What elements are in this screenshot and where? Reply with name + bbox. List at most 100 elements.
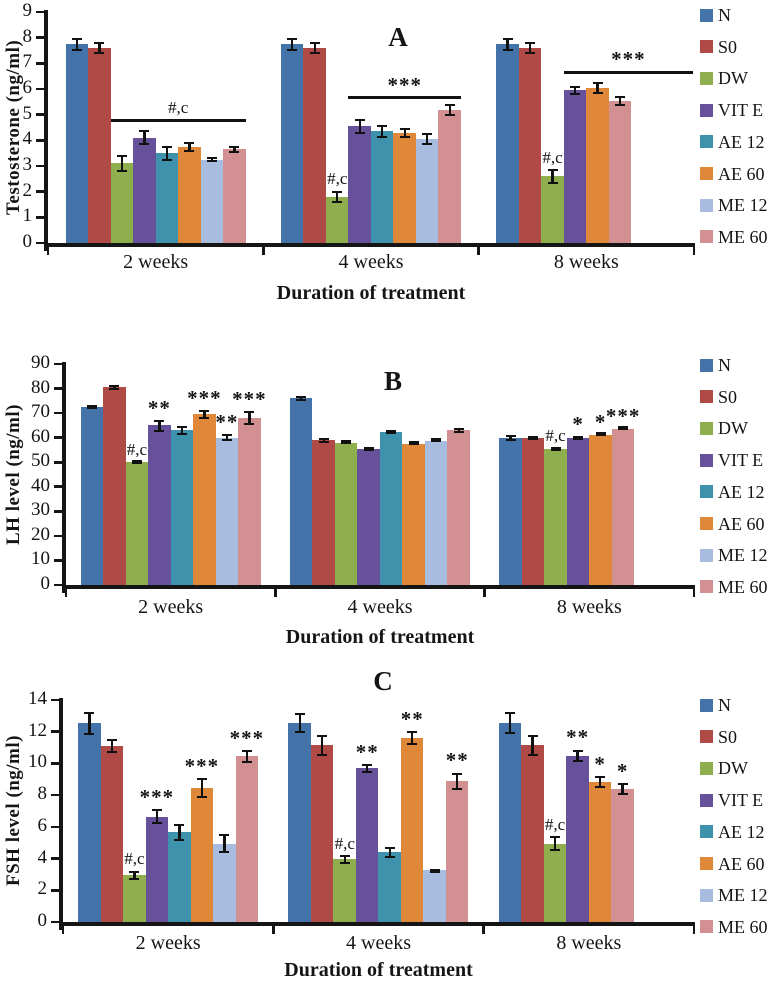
legend: N S0 DW VIT E AE 12 AE 60 ME 12 ME 60 bbox=[700, 696, 778, 936]
significance-mark: #,c bbox=[126, 439, 148, 459]
x-category-label: 8 weeks bbox=[556, 932, 622, 954]
significance-mark: ** bbox=[215, 410, 239, 435]
bar-slot-AE-60: * bbox=[589, 364, 612, 585]
error-bar bbox=[94, 41, 105, 55]
legend-swatch-VIT-E bbox=[700, 103, 713, 117]
legend-label: S0 bbox=[718, 386, 738, 407]
error-bar bbox=[244, 411, 255, 426]
bar-group-8-weeks: #,c *** bbox=[479, 12, 694, 243]
bar-slot-VIT-E bbox=[357, 364, 380, 585]
error-bar bbox=[431, 438, 442, 443]
bar-ME-12 bbox=[213, 843, 236, 922]
bar-DW bbox=[110, 163, 134, 243]
legend-label: AE 60 bbox=[718, 513, 765, 534]
x-category-label: 8 weeks bbox=[556, 596, 622, 618]
significance-mark: #,c bbox=[542, 147, 563, 167]
bar-slot-DW: #,c bbox=[544, 364, 567, 585]
bar-slot-ME-60 bbox=[447, 364, 470, 585]
error-bar bbox=[617, 782, 628, 796]
error-bar bbox=[184, 142, 195, 152]
y-axis-tick bbox=[36, 241, 45, 245]
bar-slot-S0 bbox=[103, 364, 126, 585]
bar-VIT-E bbox=[355, 768, 379, 922]
legend-item: DW bbox=[700, 759, 778, 777]
bar-ME-60 bbox=[235, 756, 259, 922]
bar-DW bbox=[541, 176, 564, 243]
error-bar bbox=[341, 439, 352, 444]
legend-item: S0 bbox=[700, 38, 778, 56]
legend-swatch-DW bbox=[700, 761, 713, 775]
legend-swatch-DW bbox=[700, 421, 713, 435]
error-bar bbox=[71, 38, 82, 51]
y-axis-tick bbox=[36, 190, 45, 193]
x-axis-tick bbox=[482, 925, 485, 934]
x-category-label: 2 weeks bbox=[135, 932, 201, 954]
x-axis-tick bbox=[272, 925, 275, 934]
bar-slot-ME-12 bbox=[424, 364, 448, 585]
legend-item: AE 12 bbox=[700, 483, 778, 501]
y-axis-tick bbox=[51, 793, 60, 797]
legend-label: AE 12 bbox=[718, 821, 765, 842]
legend-item: VIT E bbox=[700, 451, 778, 469]
y-axis-tick bbox=[36, 216, 45, 219]
panel-letter: C bbox=[373, 666, 393, 696]
y-axis-tick-label: 50 bbox=[31, 450, 50, 472]
y-axis-tick-label: 6 bbox=[22, 77, 33, 98]
y-axis-tick bbox=[54, 436, 63, 439]
error-bar bbox=[505, 712, 516, 735]
bar-ME-60 bbox=[611, 429, 635, 585]
legend-label: ME 60 bbox=[718, 226, 768, 247]
error-bar bbox=[154, 419, 165, 432]
legend-item: N bbox=[700, 6, 778, 24]
y-axis-tick-label: 3 bbox=[22, 154, 33, 175]
y-axis-tick bbox=[54, 485, 63, 489]
significance-line-label: *** bbox=[611, 46, 646, 71]
legend-item: S0 bbox=[700, 728, 778, 746]
bar-slot-AE-60: ** bbox=[401, 700, 424, 922]
bar-ME-60 bbox=[445, 780, 469, 922]
y-axis-tick bbox=[54, 559, 63, 562]
legend-item: ME 60 bbox=[700, 578, 778, 596]
significance-mark: ** bbox=[445, 748, 469, 773]
x-category-label: 4 weeks bbox=[346, 932, 411, 954]
bar-VIT-E bbox=[563, 90, 587, 243]
bar-slot-ME-60: *** bbox=[230, 700, 263, 922]
legend-item: N bbox=[700, 696, 778, 714]
legend-swatch-ME-60 bbox=[700, 230, 713, 244]
bar-slot-ME-12 bbox=[415, 12, 439, 243]
y-axis-tick bbox=[51, 825, 60, 829]
bar-slot-AE-60: *** bbox=[187, 364, 221, 585]
legend-label: ME 60 bbox=[718, 576, 768, 597]
significance-mark: *** bbox=[229, 726, 265, 751]
error-bar bbox=[241, 750, 252, 763]
error-bar bbox=[287, 38, 298, 51]
legend-swatch-ME-60 bbox=[700, 580, 713, 594]
legend-swatch-ME-12 bbox=[700, 198, 713, 212]
bar-slot-DW: #,c bbox=[541, 12, 564, 243]
y-axis-tick-label: 2 bbox=[37, 878, 48, 900]
bar-AE-12 bbox=[155, 153, 179, 243]
error-bar bbox=[429, 868, 440, 873]
bar-S0 bbox=[88, 47, 111, 243]
error-bar bbox=[618, 426, 629, 431]
significance-mark: #,c bbox=[124, 849, 145, 869]
legend-item: ME 60 bbox=[700, 918, 778, 936]
legend-swatch-AE-60 bbox=[700, 167, 713, 181]
y-axis-tick-label: 5 bbox=[22, 102, 33, 124]
error-bar bbox=[131, 459, 142, 464]
error-bar bbox=[199, 409, 210, 420]
bar-N bbox=[496, 44, 519, 243]
y-axis-tick-label: 14 bbox=[28, 688, 47, 709]
bar-ME-12 bbox=[423, 870, 446, 922]
bar-DW bbox=[125, 462, 149, 585]
bar-slot-AE-60 bbox=[586, 12, 609, 243]
bar-slot-S0 bbox=[312, 364, 335, 585]
bar-VIT-E bbox=[348, 126, 371, 243]
bar-slot-N bbox=[65, 12, 89, 243]
bar-slot-AE-60 bbox=[402, 364, 425, 585]
legend-swatch-DW bbox=[700, 71, 713, 85]
bar-AE-60 bbox=[586, 87, 609, 243]
bar-slot-N bbox=[78, 700, 101, 922]
y-axis-tick bbox=[54, 583, 63, 587]
bar-S0 bbox=[303, 47, 326, 243]
